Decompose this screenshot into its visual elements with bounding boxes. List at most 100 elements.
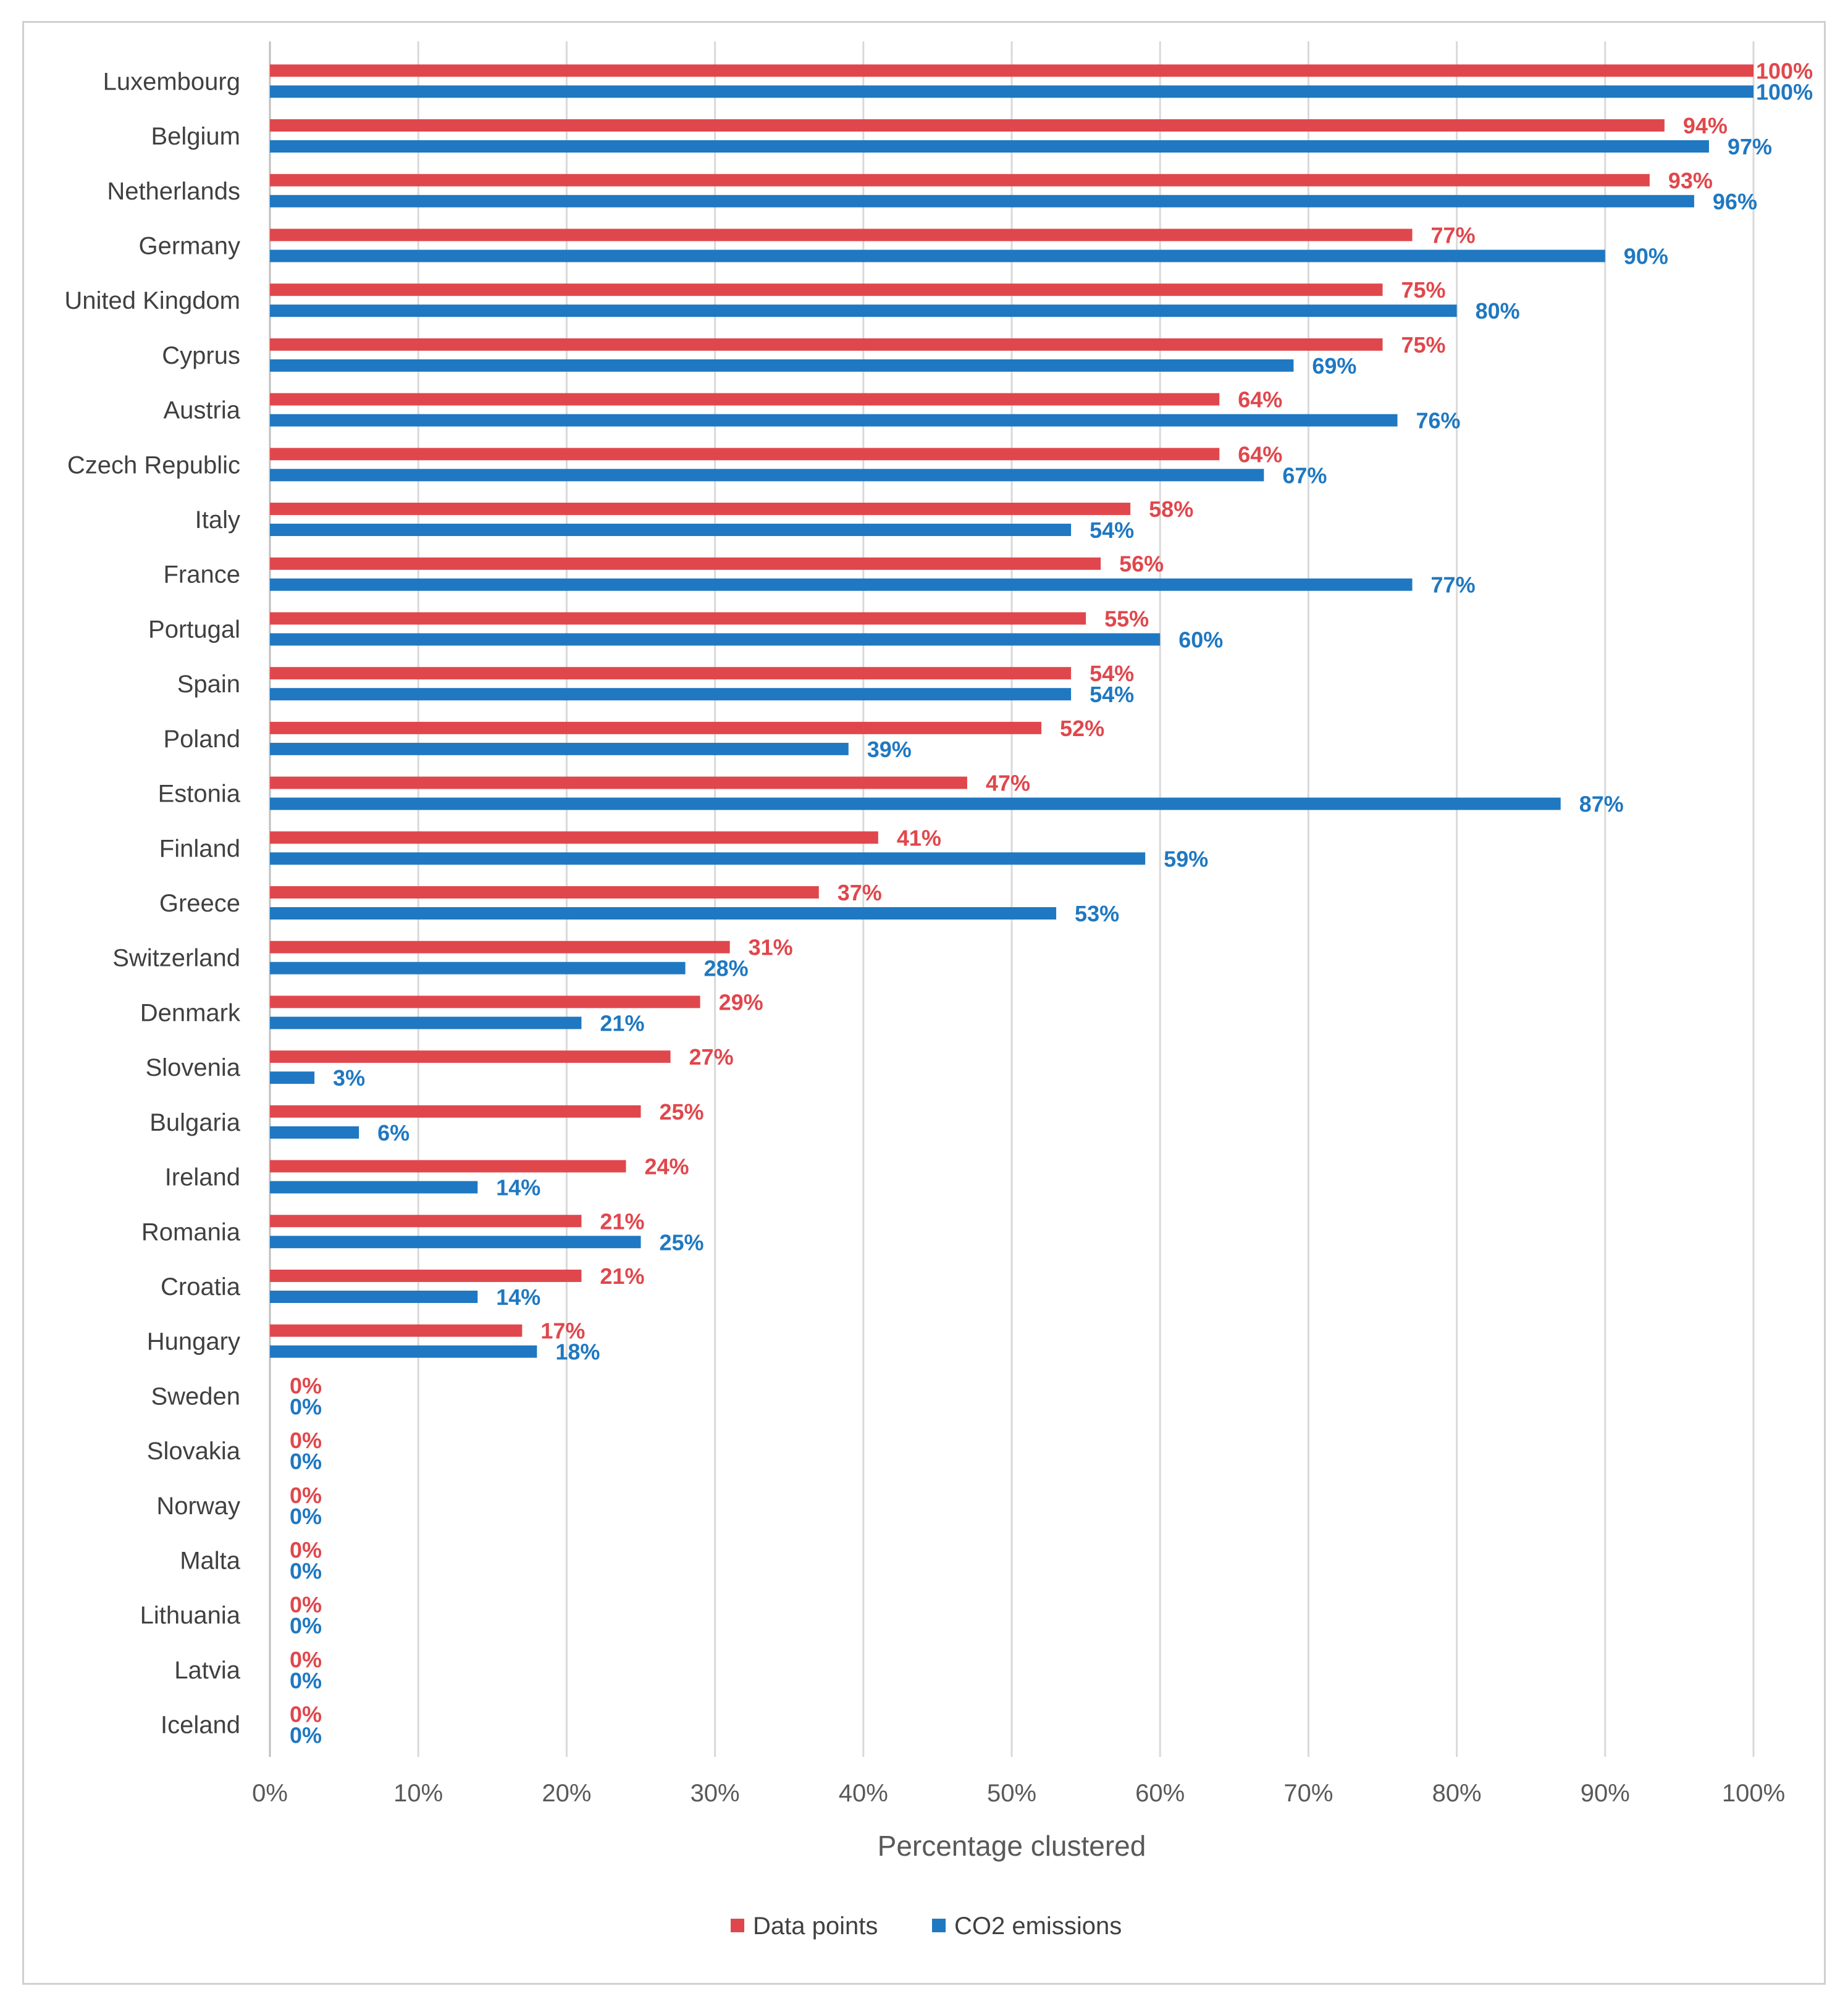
data-label-co2-emissions: 97% — [1728, 134, 1772, 159]
category-label: Malta — [180, 1548, 241, 1575]
data-label-co2-emissions: 0% — [290, 1394, 322, 1419]
x-tick-label: 30% — [691, 1780, 740, 1807]
category-label: Croatia — [161, 1273, 241, 1301]
bar-data-points — [270, 228, 1413, 241]
bar-co2-emissions — [270, 1290, 478, 1303]
category-label: Finland — [159, 835, 240, 862]
data-label-co2-emissions: 90% — [1624, 243, 1668, 269]
data-label-co2-emissions: 54% — [1090, 517, 1134, 543]
legend-label-co2-emissions: CO2 emissions — [954, 1913, 1122, 1940]
category-labels: Luxembourg Belgium Netherlands Germany Unite… — [64, 68, 241, 1738]
bar-co2-emissions — [270, 195, 1694, 207]
bar-co2-emissions — [270, 1126, 359, 1139]
data-label-data-points: 56% — [1119, 551, 1164, 577]
bar-data-points — [270, 721, 1042, 734]
category-label: Slovakia — [147, 1438, 241, 1465]
data-label-data-points: 0% — [290, 1538, 322, 1563]
category-label: Bulgaria — [149, 1109, 241, 1136]
legend: Data points CO2 emissions — [731, 1913, 1122, 1940]
data-label-data-points: 27% — [689, 1044, 734, 1070]
category-label: Luxembourg — [103, 68, 240, 95]
legend-swatch-data-points — [731, 1919, 744, 1932]
category-label: Sweden — [151, 1383, 240, 1410]
data-label-co2-emissions: 0% — [290, 1504, 322, 1529]
bar-co2-emissions — [270, 1181, 478, 1194]
data-label-data-points: 24% — [644, 1154, 689, 1179]
data-label-data-points: 21% — [600, 1263, 644, 1289]
bar-data-points — [270, 174, 1650, 186]
x-tick-label: 0% — [252, 1780, 288, 1807]
category-label: Lithuania — [140, 1602, 241, 1629]
data-label-data-points: 52% — [1060, 716, 1104, 741]
data-label-co2-emissions: 96% — [1713, 189, 1757, 214]
bar-co2-emissions — [270, 469, 1264, 482]
bar-co2-emissions — [270, 852, 1146, 865]
data-label-data-points: 47% — [986, 771, 1030, 796]
data-labels: 100%100% 94%97% 93%96% 77% 90% 75% 80% 75% 69% 64… — [290, 58, 1813, 1748]
x-tick-label: 10% — [393, 1780, 443, 1807]
x-tick-labels: 0% 10% 20% 30% 40% 50% 60% 70% 80% 90% 100% — [252, 1780, 1785, 1807]
bar-data-points — [270, 1050, 671, 1063]
bar-data-points — [270, 831, 878, 844]
data-label-data-points: 55% — [1104, 606, 1149, 631]
bar-data-points — [270, 1105, 641, 1118]
data-label-data-points: 41% — [897, 825, 941, 850]
data-label-co2-emissions: 100% — [1756, 79, 1813, 104]
bar-co2-emissions — [270, 688, 1072, 701]
bar-data-points — [270, 557, 1101, 570]
bar-co2-emissions — [270, 359, 1294, 372]
category-label: United Kingdom — [64, 287, 240, 314]
chart-frame: 100% 100% 94% 97% 93% 96% 77% 90% 75% 80% 75% 69% 64… — [22, 21, 1826, 1985]
bar-co2-emissions — [270, 1345, 537, 1358]
bar-co2-emissions — [270, 304, 1457, 317]
data-label-co2-emissions: 53% — [1075, 901, 1119, 926]
data-label-data-points: 100% — [1756, 58, 1813, 83]
x-tick-label: 50% — [987, 1780, 1036, 1807]
bar-co2-emissions — [270, 1071, 315, 1084]
bar-data-points — [270, 119, 1665, 132]
data-label-co2-emissions: 25% — [660, 1230, 704, 1255]
bar-data-points — [270, 448, 1220, 461]
bar-co2-emissions — [270, 578, 1413, 591]
bar-data-points — [270, 776, 967, 789]
data-label-data-points: 21% — [600, 1209, 644, 1234]
category-label: Latvia — [174, 1657, 240, 1684]
bar-data-points — [270, 338, 1383, 351]
data-label-co2-emissions: 77% — [1431, 572, 1476, 598]
data-label-co2-emissions: 28% — [704, 956, 749, 981]
category-label: Norway — [156, 1493, 240, 1520]
data-label-co2-emissions: 0% — [290, 1559, 322, 1584]
category-label: Spain — [177, 671, 240, 698]
data-label-data-points: 31% — [749, 935, 793, 960]
bar-data-points — [270, 64, 1754, 77]
bar-data-points — [270, 393, 1220, 406]
data-label-data-points: 0% — [290, 1483, 322, 1508]
category-label: Germany — [139, 232, 241, 259]
data-label-data-points: 0% — [290, 1647, 322, 1672]
category-label: Hungary — [147, 1328, 240, 1355]
data-label-co2-emissions: 21% — [600, 1010, 644, 1036]
bar-data-points — [270, 283, 1383, 296]
data-label-co2-emissions: 80% — [1476, 298, 1520, 324]
data-label-data-points: 17% — [540, 1318, 585, 1344]
data-label-data-points: 54% — [1090, 661, 1134, 686]
bar-co2-emissions — [270, 962, 686, 974]
x-tick-label: 90% — [1581, 1780, 1630, 1807]
data-label-data-points: 29% — [719, 989, 763, 1015]
bar-data-points — [270, 995, 700, 1008]
data-label-data-points: 0% — [290, 1428, 322, 1453]
bar-data-points — [270, 941, 730, 953]
data-label-co2-emissions: 0% — [290, 1449, 322, 1474]
bar-co2-emissions — [270, 85, 1754, 98]
category-label: Czech Republic — [67, 451, 240, 479]
x-tick-label: 40% — [839, 1780, 888, 1807]
bar-co2-emissions — [270, 797, 1561, 810]
bar-co2-emissions — [270, 907, 1057, 920]
data-label-co2-emissions: 76% — [1416, 408, 1461, 434]
bar-co2-emissions — [270, 414, 1398, 427]
category-label: Italy — [195, 506, 240, 534]
data-label-co2-emissions: 0% — [290, 1723, 322, 1748]
category-label: Romania — [141, 1218, 241, 1246]
bar-co2-emissions — [270, 1016, 582, 1029]
data-label-data-points: 25% — [660, 1099, 704, 1125]
